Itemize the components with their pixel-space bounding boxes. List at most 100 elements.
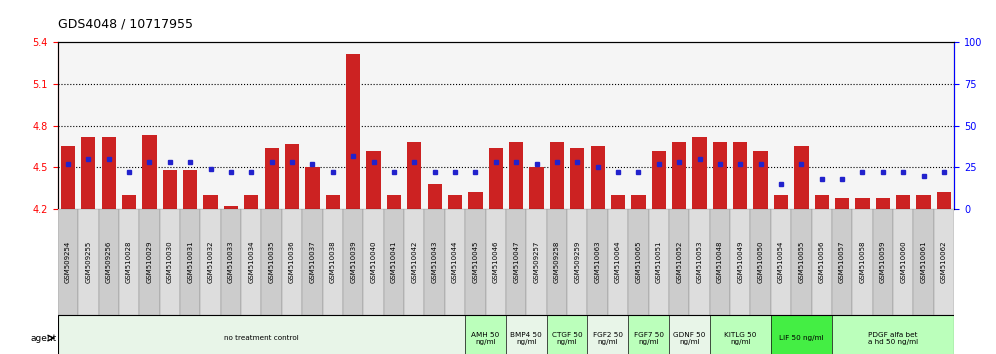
Bar: [896, 195, 910, 209]
Bar: [407, 142, 421, 209]
Bar: [628, 209, 648, 315]
Bar: [750, 209, 771, 315]
Text: GSM509254: GSM509254: [65, 241, 71, 283]
Bar: [265, 148, 279, 209]
Text: BMP4 50
ng/ml: BMP4 50 ng/ml: [511, 332, 542, 344]
Bar: [465, 209, 486, 315]
Text: GSM510051: GSM510051: [655, 241, 661, 283]
Bar: [122, 195, 136, 209]
Bar: [835, 198, 850, 209]
Text: KITLG 50
ng/ml: KITLG 50 ng/ml: [724, 332, 756, 344]
Text: GSM510060: GSM510060: [900, 241, 906, 283]
Bar: [244, 195, 258, 209]
Text: GSM510043: GSM510043: [431, 241, 437, 283]
Bar: [934, 209, 954, 315]
Bar: [733, 142, 747, 209]
Text: GSM509259: GSM509259: [575, 241, 581, 283]
Text: GSM510029: GSM510029: [146, 241, 152, 283]
Text: GSM510037: GSM510037: [310, 241, 316, 283]
Bar: [832, 315, 954, 354]
Bar: [183, 170, 197, 209]
Bar: [343, 209, 364, 315]
Text: GSM510059: GSM510059: [879, 241, 885, 283]
Bar: [526, 209, 547, 315]
Bar: [710, 315, 771, 354]
Bar: [465, 315, 506, 354]
Text: GSM510064: GSM510064: [615, 241, 622, 283]
Bar: [241, 209, 262, 315]
Text: GSM510049: GSM510049: [737, 241, 743, 283]
Bar: [119, 209, 139, 315]
Bar: [856, 198, 870, 209]
Text: GSM510028: GSM510028: [126, 241, 132, 283]
Bar: [669, 209, 689, 315]
Bar: [159, 209, 180, 315]
Text: GSM510036: GSM510036: [289, 241, 295, 283]
Bar: [424, 209, 445, 315]
Text: GSM510065: GSM510065: [635, 241, 641, 283]
Text: GSM510045: GSM510045: [472, 241, 478, 283]
Text: AMH 50
ng/ml: AMH 50 ng/ml: [471, 332, 500, 344]
Text: GSM510062: GSM510062: [941, 241, 947, 283]
Bar: [200, 209, 221, 315]
Text: GSM510032: GSM510032: [207, 241, 213, 283]
Bar: [448, 195, 462, 209]
Bar: [893, 209, 913, 315]
Bar: [692, 137, 706, 209]
Bar: [631, 195, 645, 209]
Bar: [791, 209, 812, 315]
Bar: [913, 209, 934, 315]
Bar: [608, 209, 628, 315]
Text: GSM510044: GSM510044: [452, 241, 458, 283]
Text: GSM510054: GSM510054: [778, 241, 784, 283]
Bar: [383, 209, 404, 315]
Bar: [285, 144, 299, 209]
Bar: [588, 209, 608, 315]
Bar: [346, 53, 361, 209]
Text: LIF 50 ng/ml: LIF 50 ng/ml: [779, 335, 824, 341]
Text: GSM510039: GSM510039: [351, 241, 357, 283]
Bar: [506, 209, 526, 315]
Bar: [82, 137, 96, 209]
Bar: [669, 315, 710, 354]
Text: GSM510052: GSM510052: [676, 241, 682, 283]
Bar: [61, 147, 75, 209]
Bar: [468, 192, 482, 209]
Bar: [427, 184, 442, 209]
Bar: [509, 142, 523, 209]
Bar: [102, 137, 116, 209]
Bar: [672, 142, 686, 209]
Text: FGF2 50
ng/ml: FGF2 50 ng/ml: [593, 332, 622, 344]
Text: GSM509255: GSM509255: [86, 241, 92, 283]
Text: GSM510048: GSM510048: [717, 241, 723, 283]
Text: FGF7 50
ng/ml: FGF7 50 ng/ml: [633, 332, 663, 344]
Bar: [530, 167, 544, 209]
Bar: [710, 209, 730, 315]
Bar: [282, 209, 302, 315]
Text: GSM510040: GSM510040: [371, 241, 376, 283]
Bar: [730, 209, 750, 315]
Bar: [591, 147, 605, 209]
Bar: [872, 209, 893, 315]
Bar: [302, 209, 323, 315]
Text: GSM510035: GSM510035: [269, 241, 275, 283]
Bar: [588, 315, 628, 354]
Text: GSM509257: GSM509257: [534, 241, 540, 283]
Bar: [550, 142, 564, 209]
Text: GSM510041: GSM510041: [390, 241, 397, 283]
Bar: [547, 209, 567, 315]
Bar: [815, 195, 829, 209]
Text: GSM510031: GSM510031: [187, 241, 193, 283]
Bar: [774, 195, 788, 209]
Bar: [180, 209, 200, 315]
Bar: [771, 315, 832, 354]
Text: GSM509258: GSM509258: [554, 241, 560, 283]
Bar: [570, 148, 585, 209]
Text: GSM510033: GSM510033: [228, 241, 234, 283]
Bar: [162, 170, 177, 209]
Bar: [326, 195, 340, 209]
Text: GSM510053: GSM510053: [696, 241, 702, 283]
Bar: [754, 151, 768, 209]
Bar: [58, 315, 465, 354]
Text: GSM510055: GSM510055: [799, 241, 805, 283]
